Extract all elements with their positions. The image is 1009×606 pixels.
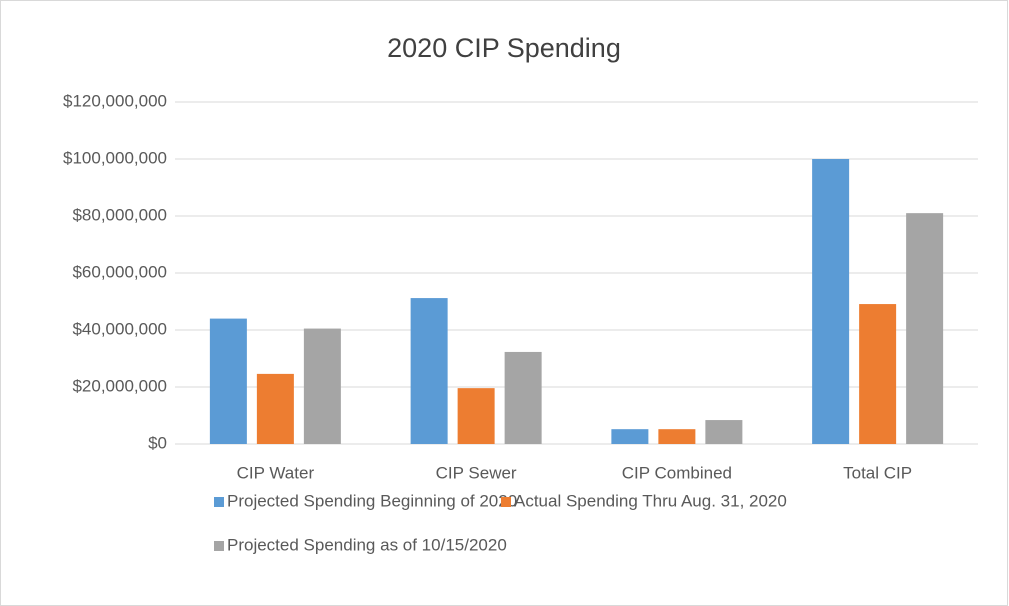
bar (812, 159, 850, 444)
legend-swatch (214, 541, 224, 551)
y-tick-label: $100,000,000 (63, 148, 167, 167)
x-tick-label: CIP Sewer (436, 463, 517, 482)
chart-title: 2020 CIP Spending (387, 33, 621, 63)
legend-swatch (501, 497, 511, 507)
y-tick-label: $20,000,000 (72, 376, 167, 395)
y-tick-label: $60,000,000 (72, 262, 167, 281)
y-tick-label: $0 (148, 433, 167, 452)
bar (410, 298, 448, 444)
y-tick-label: $40,000,000 (72, 319, 167, 338)
x-tick-label: CIP Water (237, 463, 315, 482)
bar (611, 429, 649, 444)
legend-swatch (214, 497, 224, 507)
bar (859, 304, 897, 444)
bar (658, 429, 696, 444)
bar (705, 420, 743, 444)
bar (256, 373, 294, 444)
y-tick-label: $120,000,000 (63, 91, 167, 110)
legend-label: Projected Spending Beginning of 2020 (227, 491, 517, 510)
legend-label: Actual Spending Thru Aug. 31, 2020 (514, 491, 787, 510)
bar (504, 351, 542, 444)
y-tick-label: $80,000,000 (72, 205, 167, 224)
x-tick-label: CIP Combined (622, 463, 732, 482)
bar (209, 318, 247, 444)
bar (457, 388, 495, 444)
legend-label: Projected Spending as of 10/15/2020 (227, 535, 507, 554)
x-tick-label: Total CIP (843, 463, 912, 482)
bar (303, 328, 341, 444)
bar (906, 213, 944, 444)
